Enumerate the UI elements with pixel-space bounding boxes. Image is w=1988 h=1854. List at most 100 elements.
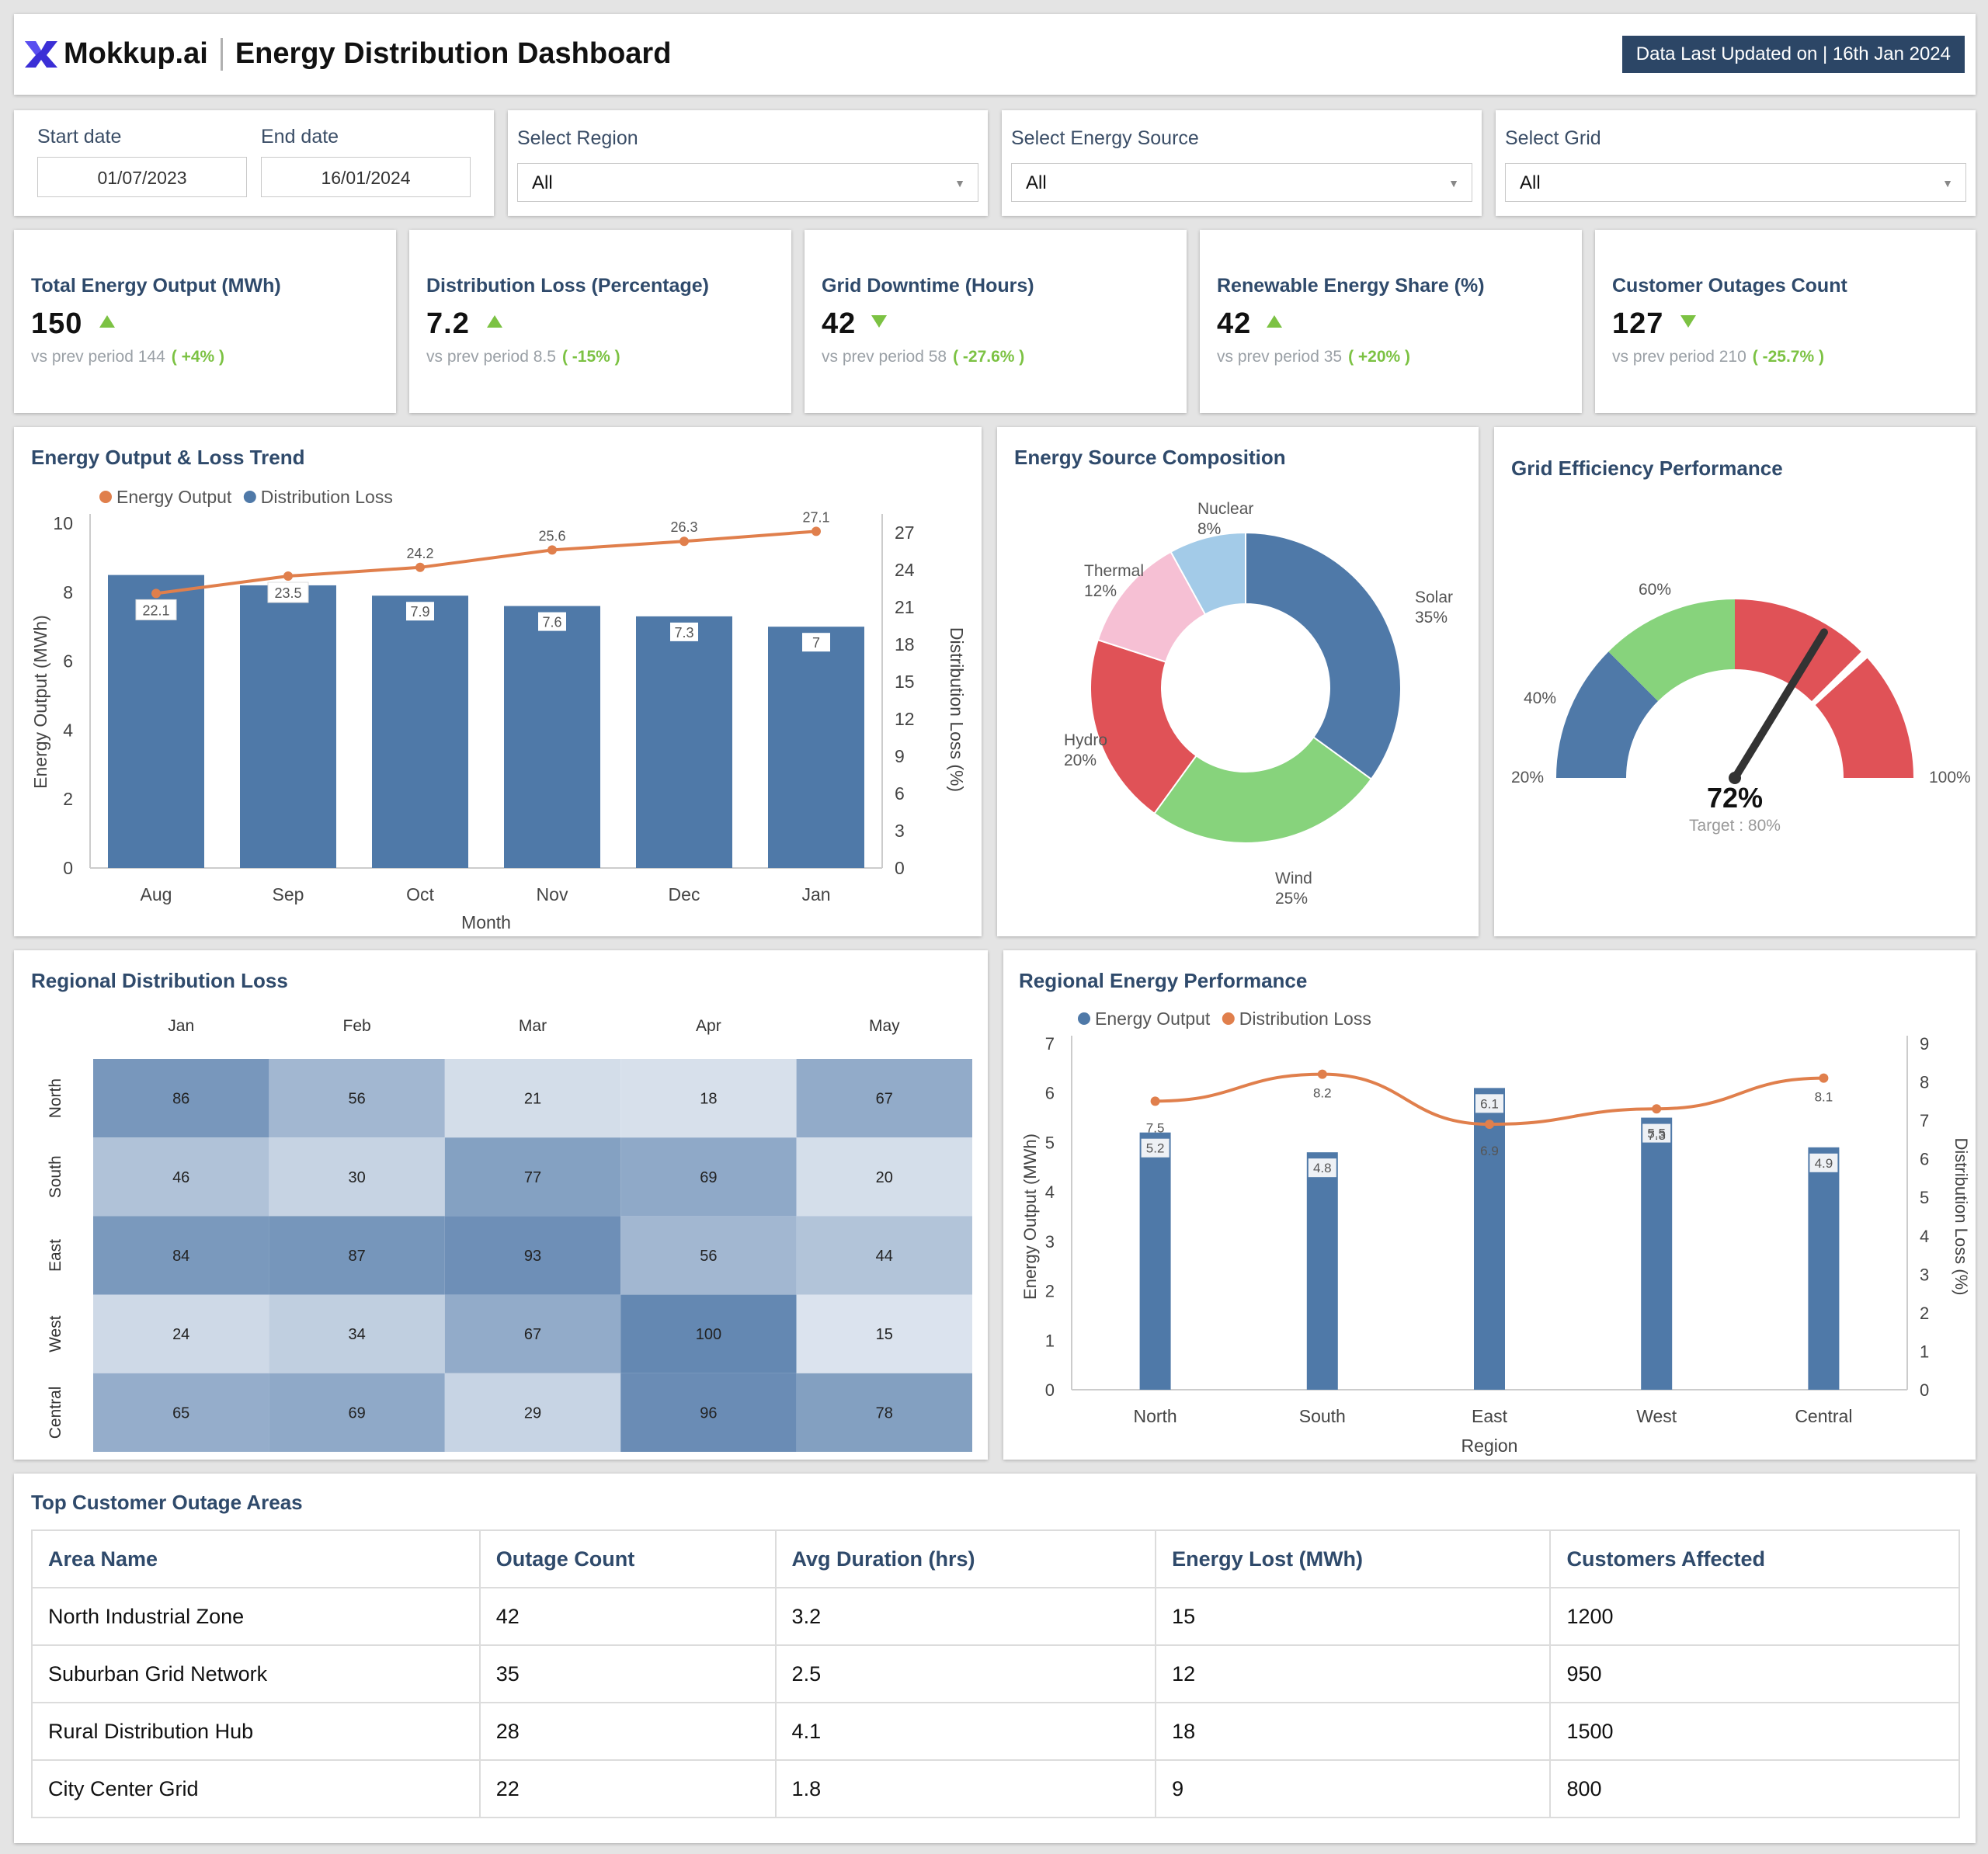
heatmap-cell: [269, 1373, 445, 1452]
slice-name-label: Thermal: [1084, 562, 1144, 580]
kpi-distribution-loss: Distribution Loss (Percentage) 7.2 vs pr…: [409, 230, 791, 413]
page-title: Energy Distribution Dashboard: [235, 37, 672, 70]
outages-table: Area Name Outage Count Avg Duration (hrs…: [31, 1529, 1960, 1818]
column-header[interactable]: Energy Lost (MWh): [1155, 1529, 1552, 1588]
slice-value-label: 8%: [1197, 520, 1221, 538]
y-tick-label: 4: [1045, 1182, 1055, 1202]
table-row[interactable]: Suburban Grid Network 35 2.5 12 950: [31, 1644, 1960, 1703]
x-tick-label: West: [1636, 1406, 1677, 1426]
heatmap-cell-value: 67: [524, 1326, 541, 1343]
bar: [372, 595, 468, 868]
table-cell: 12: [1155, 1644, 1552, 1703]
arrow-down-icon: [1680, 315, 1696, 328]
heatmap-cell: [269, 1137, 445, 1217]
legend-marker: [1222, 1012, 1235, 1025]
arrow-up-icon: [99, 315, 115, 328]
last-updated-badge: Data Last Updated on | 16th Jan 2024: [1621, 36, 1965, 73]
column-header[interactable]: Avg Duration (hrs): [774, 1529, 1157, 1588]
table-row[interactable]: North Industrial Zone 42 3.2 15 1200: [31, 1587, 1960, 1646]
heatmap-cell-value: 93: [524, 1248, 541, 1265]
heatmap-cell: [620, 1216, 797, 1295]
column-header[interactable]: Customers Affected: [1549, 1529, 1960, 1588]
table-cell: 42: [478, 1587, 777, 1646]
heatmap-cell-value: 96: [700, 1404, 717, 1422]
heatmap-column-label: Jan: [168, 1017, 194, 1035]
heatmap-cell-value: 56: [348, 1091, 365, 1108]
data-label: 25.6: [538, 528, 565, 543]
heatmap-cell: [269, 1216, 445, 1295]
pie-slice: [1170, 531, 1246, 616]
data-label: 8.2: [1313, 1086, 1332, 1101]
data-label: 7.9: [410, 604, 429, 620]
arrow-up-icon: [487, 315, 502, 328]
gauge-tick-label: 20%: [1511, 769, 1544, 786]
table-row[interactable]: City Center Grid 22 1.8 9 800: [31, 1759, 1960, 1818]
table-cell: 15: [1155, 1587, 1552, 1646]
energy-source-filter-label: Select Energy Source: [1011, 127, 1199, 149]
bar: [1139, 1132, 1171, 1390]
heatmap-cell-value: 67: [876, 1091, 893, 1108]
data-label: 5.2: [1146, 1141, 1165, 1156]
table-cell: 22: [478, 1759, 777, 1818]
data-label: 7: [812, 635, 820, 651]
heatmap-cell-value: 34: [348, 1326, 365, 1343]
gauge-band: [1608, 599, 1735, 702]
chevron-down-icon: ▼: [1448, 177, 1459, 189]
table-row[interactable]: Rural Distribution Hub 28 4.1 18 1500: [31, 1702, 1960, 1761]
slice-name-label: Hydro: [1064, 731, 1107, 749]
data-label: 24.2: [406, 546, 433, 561]
grid-select[interactable]: All ▼: [1505, 163, 1966, 202]
end-date-input[interactable]: 16/01/2024: [261, 157, 471, 197]
start-date-input[interactable]: 01/07/2023: [37, 157, 247, 197]
y2-tick-label: 0: [1920, 1380, 1929, 1400]
data-label: 7.6: [542, 615, 561, 630]
heatmap-cell: [444, 1294, 621, 1373]
mokkup-logo-icon: [25, 40, 57, 68]
table-cell: Rural Distribution Hub: [31, 1702, 481, 1761]
line-point: [151, 588, 161, 599]
bar: [240, 585, 336, 868]
energy-source-select[interactable]: All ▼: [1011, 163, 1472, 202]
kpi-comparison: vs prev period 210 ( -25.7% ): [1612, 348, 1824, 366]
column-header[interactable]: Outage Count: [478, 1529, 777, 1588]
heatmap-panel: Regional Distribution Loss Jan Feb Mar Apr M…: [14, 950, 988, 1460]
data-label: 7.5: [1146, 1120, 1165, 1135]
slice-value-label: 12%: [1084, 582, 1117, 600]
gauge-band: [1735, 599, 1861, 702]
heatmap-cell: [444, 1373, 621, 1452]
pie-slice: [1090, 638, 1197, 815]
data-label: 6.9: [1480, 1144, 1499, 1158]
data-label-bg: [1475, 1094, 1503, 1113]
heatmap-cell: [796, 1059, 972, 1138]
heatmap-cell-value: 21: [524, 1091, 541, 1108]
data-label: 6.1: [1480, 1096, 1499, 1111]
y2-tick-label: 7: [1920, 1111, 1929, 1130]
kpi-value: 150: [31, 307, 83, 340]
start-date-label: Start date: [37, 126, 122, 148]
kpi-customer-outages: Customer Outages Count 127 vs prev perio…: [1595, 230, 1976, 413]
trend-chart-panel: Energy Output & Loss Trend Energy Output…: [14, 427, 982, 936]
line-point: [1485, 1120, 1494, 1130]
header-bar: Mokkup.ai Energy Distribution Dashboard …: [14, 14, 1976, 95]
brand-logo[interactable]: Mokkup.ai Energy Distribution Dashboard: [23, 37, 671, 71]
heatmap-cell-value: 15: [876, 1326, 893, 1343]
gauge-chart: 20% 40% 60% 100% 72% Target : 80%: [1511, 581, 1971, 835]
y2-tick-label: 21: [895, 597, 915, 617]
composition-donut-chart: Solar 35% Wind 25% Hydro 20% Thermal 12% Nuclear…: [1064, 500, 1453, 908]
heatmap-cell: [93, 1373, 269, 1452]
y-tick-label: 2: [1045, 1282, 1055, 1301]
heatmap-row-label: East: [47, 1239, 64, 1272]
table-header-row: Area Name Outage Count Avg Duration (hrs…: [31, 1529, 1960, 1588]
y-tick-label: 2: [63, 789, 73, 809]
x-tick-label: Sep: [273, 884, 304, 904]
kpi-change: ( -15% ): [561, 348, 620, 366]
column-header[interactable]: Area Name: [31, 1529, 481, 1588]
heatmap-cell-value: 86: [172, 1091, 189, 1108]
line-point: [1819, 1073, 1829, 1083]
x-tick-label: East: [1472, 1406, 1508, 1426]
table-cell: 800: [1549, 1759, 1960, 1818]
region-filter: Select Region All ▼: [508, 110, 988, 216]
kpi-value: 42: [1217, 307, 1252, 340]
kpi-label: Renewable Energy Share (%): [1217, 275, 1485, 297]
region-select[interactable]: All ▼: [517, 163, 978, 202]
